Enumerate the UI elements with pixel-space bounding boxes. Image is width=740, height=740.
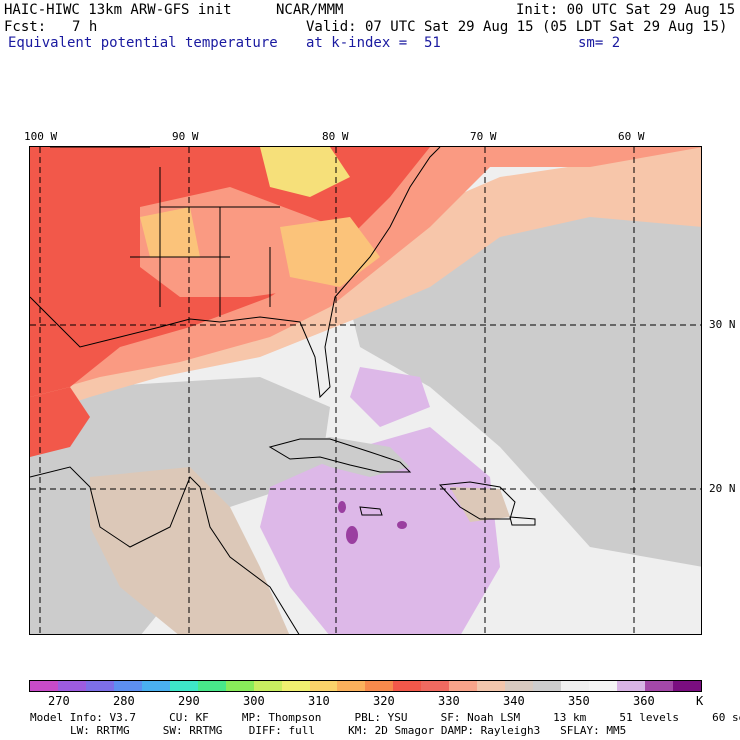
hot-region-texas <box>30 387 90 457</box>
lon-label-70w: 70 W <box>470 130 497 143</box>
orange-pocket-west <box>140 207 200 257</box>
colorbar-swatch <box>672 681 701 691</box>
colorbar-swatch <box>253 681 282 691</box>
colorbar-swatch <box>505 681 534 691</box>
colorbar-tick-label: 280 <box>113 694 135 708</box>
caribbean-lavender <box>260 427 500 634</box>
colorbar <box>29 680 702 692</box>
lon-label-90w: 90 W <box>172 130 199 143</box>
colorbar-swatch <box>225 681 254 691</box>
colorbar-swatch <box>477 681 506 691</box>
colorbar-tick-label: 350 <box>568 694 590 708</box>
colorbar-tick-label: 290 <box>178 694 200 708</box>
level-info: at k-index = 51 <box>306 35 441 51</box>
colorbar-unit: K <box>696 694 704 708</box>
colorbar-swatch <box>169 681 198 691</box>
colorbar-swatch <box>561 681 590 691</box>
colorbar-swatch <box>421 681 450 691</box>
valid-time: Valid: 07 UTC Sat 29 Aug 15 (05 LDT Sat … <box>306 19 728 35</box>
colorbar-tick-label: 360 <box>633 694 655 708</box>
map-canvas <box>30 147 701 634</box>
graticule <box>30 147 701 634</box>
org-label: NCAR/MMM <box>276 2 344 18</box>
colorbar-tick-label: 270 <box>48 694 70 708</box>
colorbar-swatch <box>644 681 673 691</box>
central-america-tan <box>90 467 290 634</box>
model-title: HAIC-HIWC 13km ARW-GFS init <box>4 2 232 18</box>
coastlines <box>30 147 536 634</box>
colorbar-tick-label: 300 <box>243 694 265 708</box>
colorbar-tick-label: 330 <box>438 694 460 708</box>
colorbar-swatch <box>141 681 170 691</box>
field-name: Equivalent potential temperature <box>8 35 278 51</box>
colorbar-tick-label: 340 <box>503 694 525 708</box>
lon-label-80w: 80 W <box>322 130 349 143</box>
hispaniola-land <box>450 487 510 522</box>
model-info-line2: LW: RRTMG SW: RRTMG DIFF: full KM: 2D Sm… <box>70 724 627 737</box>
colorbar-swatch <box>617 681 645 691</box>
smoothing-info: sm= 2 <box>578 35 621 51</box>
lon-label-60w: 60 W <box>618 130 645 143</box>
lat-label-20n: 20 N <box>709 482 736 495</box>
colorbar-swatch <box>309 681 338 691</box>
colorbar-swatch <box>589 681 618 691</box>
purple-spot-1 <box>346 526 358 544</box>
colorbar-swatch <box>393 681 422 691</box>
lat-label-30n: 30 N <box>709 318 736 331</box>
orange-pocket <box>280 217 380 287</box>
cuba-land <box>280 437 410 477</box>
colorbar-swatch <box>30 681 58 691</box>
colorbar-tick-label: 320 <box>373 694 395 708</box>
colorbar-swatch <box>85 681 114 691</box>
colorbar-swatch <box>197 681 226 691</box>
colorbar-swatch <box>337 681 366 691</box>
yellow-pocket <box>260 147 350 197</box>
colorbar-swatch <box>449 681 478 691</box>
init-time: Init: 00 UTC Sat 29 Aug 15 <box>516 2 736 18</box>
forecast-hour: 7 h <box>72 19 98 35</box>
colorbar-swatch <box>57 681 86 691</box>
colorbar-swatch <box>533 681 562 691</box>
model-info-line1: Model Info: V3.7 CU: KF MP: Thompson PBL… <box>30 711 740 724</box>
theta-e-map <box>29 146 702 635</box>
lon-label-100w: 100 W <box>24 130 58 143</box>
colorbar-swatch <box>365 681 394 691</box>
bahamas-lavender <box>350 367 430 427</box>
forecast-label: Fcst: <box>4 19 47 35</box>
colorbar-swatch <box>281 681 310 691</box>
purple-spot-3 <box>397 521 407 529</box>
purple-spot-2 <box>338 501 346 513</box>
colorbar-swatch <box>113 681 142 691</box>
colorbar-tick-label: 310 <box>308 694 330 708</box>
